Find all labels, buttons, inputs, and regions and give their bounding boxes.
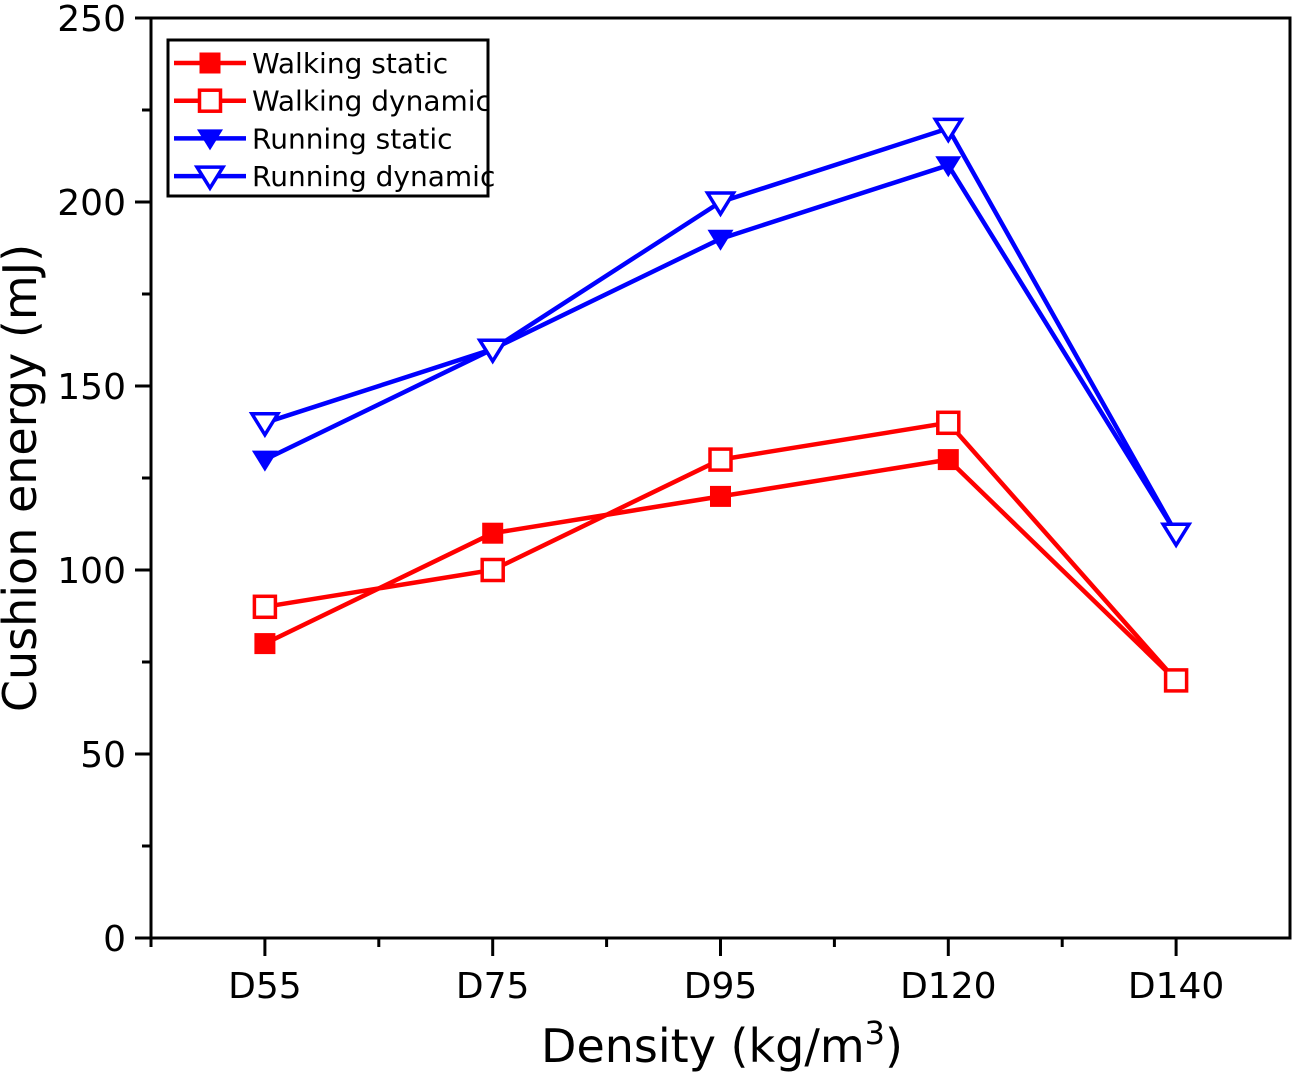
legend-marker-walking-dynamic — [197, 88, 223, 113]
x-axis-tick-label-d120: D120 — [900, 966, 996, 1007]
marker-walking-dynamic-d95 — [708, 447, 733, 472]
legend-label-running-dynamic: Running dynamic — [252, 160, 495, 193]
legend-label-running-static: Running static — [252, 122, 453, 155]
series-running-dynamic — [248, 117, 1193, 549]
legend-marker-walking-static — [199, 52, 221, 74]
y-axis-tick-label-50: 50 — [80, 735, 126, 776]
y-axis-tick-label-100: 100 — [57, 551, 126, 592]
y-axis-tick-label-0: 0 — [103, 919, 126, 960]
legend-item-walking-dynamic: Walking dynamic — [174, 85, 491, 118]
marker-running-dynamic-d120 — [932, 117, 965, 144]
x-axis-tick-label-d95: D95 — [684, 966, 758, 1007]
marker-running-dynamic-d55 — [248, 412, 282, 439]
marker-walking-static-d120 — [937, 449, 959, 471]
x-axis-tick-label-d140: D140 — [1128, 966, 1224, 1007]
marker-running-static-d95 — [707, 229, 734, 251]
legend-marker-running-dynamic — [193, 165, 227, 192]
marker-walking-static-d95 — [710, 485, 731, 507]
marker-walking-dynamic-d140 — [1163, 668, 1189, 693]
x-axis-title-base: Density (kg/m — [541, 1019, 865, 1073]
marker-walking-dynamic-d55 — [252, 594, 278, 620]
marker-running-dynamic-d75 — [476, 338, 509, 365]
legend-label-walking-static: Walking static — [252, 47, 448, 80]
marker-walking-static-d75 — [482, 522, 504, 544]
marker-running-dynamic-d140 — [1159, 522, 1193, 549]
x-axis-title-superscript: 3 — [865, 1014, 885, 1052]
y-axis-title: Cushion energy (mJ) — [0, 244, 47, 712]
legend-item-running-dynamic: Running dynamic — [174, 160, 495, 193]
series-walking-dynamic — [252, 410, 1189, 693]
legend-item-running-static: Running static — [174, 122, 453, 155]
legend-label-walking-dynamic: Walking dynamic — [252, 85, 491, 118]
legend-item-walking-static: Walking static — [174, 47, 448, 80]
x-axis-title-suffix: ) — [885, 1019, 903, 1073]
marker-running-static-d55 — [251, 450, 278, 472]
marker-running-dynamic-d95 — [704, 191, 737, 218]
x-axis-tick-label-d55: D55 — [228, 966, 302, 1007]
marker-running-static-d120 — [935, 156, 962, 178]
y-axis-tick-label-250: 250 — [57, 0, 126, 40]
marker-walking-dynamic-d120 — [936, 410, 961, 436]
y-axis-tick-label-200: 200 — [57, 183, 126, 224]
legend-marker-running-static — [197, 129, 223, 151]
legend: Walking static Walking dynamic Running sta… — [166, 38, 495, 198]
y-axis-tick-label-150: 150 — [57, 367, 126, 408]
x-axis-tick-label-d75: D75 — [456, 966, 530, 1007]
marker-walking-static-d55 — [254, 633, 276, 655]
x-axis-title: Density (kg/m3) — [541, 1014, 903, 1073]
marker-walking-dynamic-d75 — [480, 557, 505, 583]
